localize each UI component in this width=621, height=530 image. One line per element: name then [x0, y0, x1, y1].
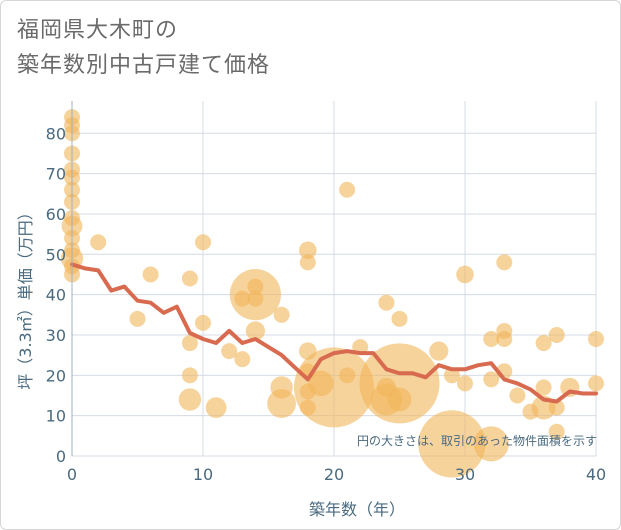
data-point	[245, 321, 265, 341]
y-tick-label: 80	[46, 124, 66, 143]
data-point	[234, 351, 251, 368]
y-tick-label: 40	[46, 286, 66, 305]
data-point	[221, 343, 238, 360]
data-point	[205, 397, 227, 418]
data-point	[387, 387, 412, 412]
data-point	[457, 375, 473, 392]
trend-layer	[70, 262, 598, 404]
data-point	[483, 371, 500, 388]
data-point	[195, 314, 211, 331]
y-tick-label: 10	[46, 407, 66, 426]
trend-line	[70, 262, 598, 404]
data-point	[588, 375, 604, 392]
data-point	[535, 379, 552, 396]
data-point	[339, 367, 356, 384]
x-axis-label: 築年数（年）	[309, 500, 405, 519]
data-point	[548, 326, 565, 343]
data-point	[339, 181, 356, 198]
data-point	[473, 426, 509, 462]
data-point	[142, 266, 159, 283]
y-tick-label: 70	[46, 165, 66, 184]
title-line-1: 福岡県大木町の	[17, 18, 179, 43]
axes: 0 10 20 30 40 50 60 70 80 0 10 20 30 40	[46, 101, 606, 484]
data-point	[90, 234, 107, 251]
data-point	[129, 310, 146, 327]
x-tick-label: 0	[67, 465, 77, 484]
data-point	[181, 335, 198, 352]
data-point	[548, 399, 565, 416]
data-point	[418, 410, 486, 478]
data-point	[378, 294, 395, 311]
data-point	[299, 254, 316, 271]
chart-title: 福岡県大木町の 築年数別中古戸建て価格	[17, 13, 270, 83]
data-point	[548, 423, 565, 440]
x-tick-label: 20	[324, 465, 344, 484]
y-axis-label: 坪（3.3㎡）単価（万円）	[16, 204, 35, 389]
data-point	[178, 388, 202, 411]
data-point	[181, 367, 198, 384]
data-point	[535, 335, 552, 352]
data-point	[443, 367, 460, 384]
y-tick-label: 0	[56, 447, 66, 466]
data-point	[247, 278, 264, 295]
data-points	[60, 109, 604, 478]
y-tick-label: 20	[46, 366, 66, 385]
x-tick-label: 30	[455, 465, 475, 484]
data-point	[496, 331, 513, 348]
data-point	[247, 290, 264, 307]
data-point	[267, 389, 296, 418]
data-point	[391, 310, 408, 327]
data-point	[273, 306, 290, 323]
x-tick-label: 10	[193, 465, 213, 484]
data-point	[588, 331, 604, 348]
data-point	[299, 241, 317, 260]
size-annotation: 円の大きさは、取引のあった物件面積を示す	[357, 433, 597, 448]
x-tick-label: 40	[586, 465, 606, 484]
y-tick-label: 30	[46, 326, 66, 345]
data-point	[181, 270, 198, 287]
y-tick-label: 60	[46, 205, 66, 224]
y-tick-label: 50	[46, 245, 66, 264]
data-point	[509, 387, 526, 404]
data-point	[496, 254, 513, 271]
grid-lines	[71, 101, 597, 457]
data-point	[195, 234, 211, 251]
data-point	[483, 331, 500, 348]
data-point	[429, 341, 449, 361]
title-line-2: 築年数別中古戸建て価格	[17, 53, 271, 78]
data-point	[456, 265, 474, 284]
